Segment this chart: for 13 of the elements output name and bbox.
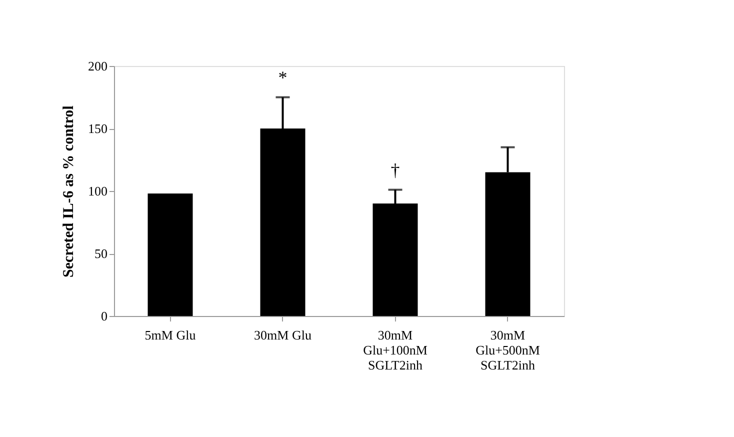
bar [148, 194, 193, 316]
x-tick-label: 5mM Glu [144, 328, 196, 342]
y-tick-label: 100 [88, 184, 108, 198]
y-tick-label: 150 [88, 121, 108, 136]
annotation: * [278, 67, 288, 88]
y-tick-label: 50 [94, 246, 108, 261]
x-tick-label: 30mM Glu+100nM SGLT2inh [363, 328, 428, 372]
y-axis-title: Secreted IL-6 as % control [61, 106, 77, 278]
annotation: † [390, 160, 400, 180]
x-tick-label: 30mM Glu+500nM SGLT2inh [476, 328, 540, 372]
x-tick-label: 30mM Glu [254, 328, 312, 342]
y-tick-label: 200 [88, 58, 108, 74]
y-tick-label: 0 [101, 308, 108, 324]
